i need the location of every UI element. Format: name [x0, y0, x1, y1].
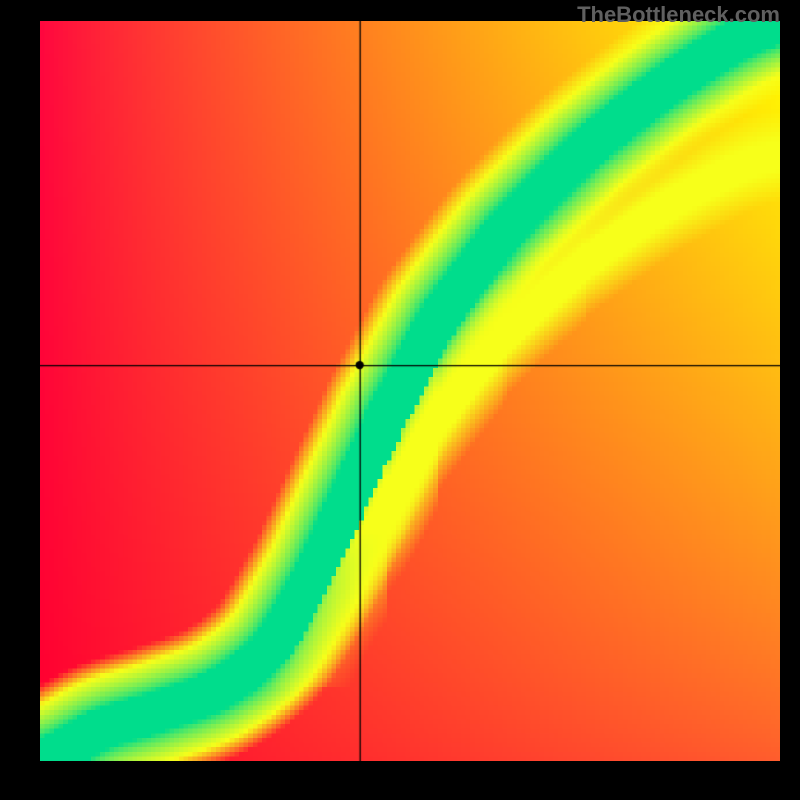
crosshair-overlay: [40, 21, 780, 761]
watermark-text: TheBottleneck.com: [577, 2, 780, 28]
plot-area: [40, 21, 780, 761]
